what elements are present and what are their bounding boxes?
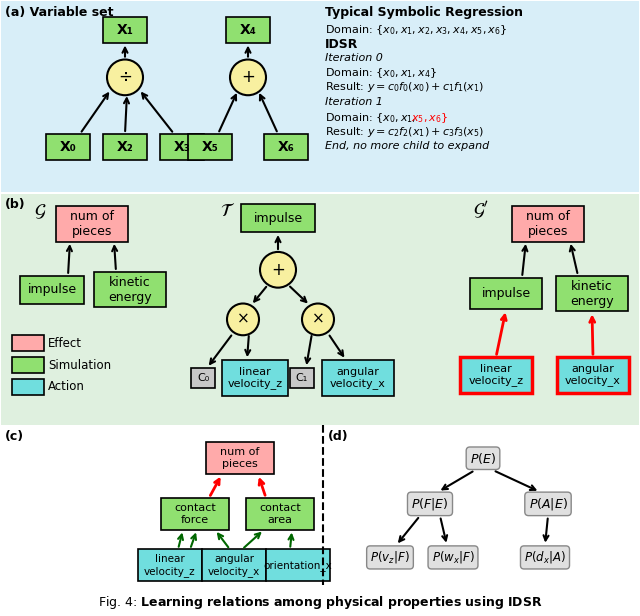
FancyBboxPatch shape — [206, 442, 274, 474]
Text: linear
velocity_z: linear velocity_z — [144, 554, 196, 577]
Text: X₂: X₂ — [116, 140, 133, 154]
FancyBboxPatch shape — [103, 134, 147, 160]
Text: num of
pieces: num of pieces — [526, 210, 570, 238]
Text: +: + — [271, 261, 285, 279]
FancyBboxPatch shape — [222, 360, 288, 395]
Text: X₄: X₄ — [239, 23, 257, 37]
FancyBboxPatch shape — [188, 134, 232, 160]
Text: ×: × — [237, 312, 250, 327]
FancyBboxPatch shape — [191, 368, 215, 388]
FancyBboxPatch shape — [470, 278, 542, 309]
Text: C₀: C₀ — [197, 373, 209, 383]
Text: $x_5, x_6\}$: $x_5, x_6\}$ — [411, 111, 449, 125]
Text: Iteration 1: Iteration 1 — [325, 97, 383, 107]
Text: Result: $y = c_2 f_2(x_1) + c_3 f_3(x_5)$: Result: $y = c_2 f_2(x_1) + c_3 f_3(x_5)… — [325, 125, 484, 139]
Circle shape — [260, 252, 296, 288]
Text: impulse: impulse — [253, 212, 303, 225]
FancyBboxPatch shape — [202, 549, 266, 582]
FancyBboxPatch shape — [138, 549, 202, 582]
FancyBboxPatch shape — [226, 17, 270, 43]
FancyBboxPatch shape — [20, 276, 84, 304]
Text: (d): (d) — [328, 431, 349, 444]
Text: $P(v_z|F)$: $P(v_z|F)$ — [370, 549, 410, 565]
Text: linear
velocity_z: linear velocity_z — [468, 363, 524, 386]
Text: angular
velocity_x: angular velocity_x — [565, 363, 621, 386]
FancyBboxPatch shape — [290, 368, 314, 388]
Text: kinetic
energy: kinetic energy — [108, 275, 152, 304]
FancyBboxPatch shape — [103, 17, 147, 43]
FancyBboxPatch shape — [246, 498, 314, 530]
FancyBboxPatch shape — [161, 498, 229, 530]
Text: angular
velocity_x: angular velocity_x — [208, 554, 260, 577]
Text: Fig. 4: $\mathbf{Learning\ relations\ among\ physical\ properties\ using\ IDSR}$: Fig. 4: $\mathbf{Learning\ relations\ am… — [98, 594, 542, 611]
Text: impulse: impulse — [28, 283, 77, 296]
FancyBboxPatch shape — [557, 357, 629, 393]
FancyBboxPatch shape — [1, 1, 639, 192]
Text: +: + — [241, 68, 255, 86]
Circle shape — [227, 304, 259, 335]
Text: Domain: $\{x_0, x_1, x_2, x_3, x_4, x_5, x_6\}$: Domain: $\{x_0, x_1, x_2, x_3, x_4, x_5,… — [325, 23, 508, 36]
Text: Domain: $\{x_0, x_1,$: Domain: $\{x_0, x_1,$ — [325, 111, 416, 125]
Text: orientation_x: orientation_x — [264, 560, 332, 571]
Text: X₆: X₆ — [278, 140, 294, 154]
Text: Result: $y = c_0 f_0(x_0) + c_1 f_1(x_1)$: Result: $y = c_0 f_0(x_0) + c_1 f_1(x_1)… — [325, 80, 484, 94]
Text: Effect: Effect — [48, 337, 82, 350]
Text: $P(E)$: $P(E)$ — [470, 451, 496, 466]
Text: X₃: X₃ — [173, 140, 190, 154]
Text: End, no more child to expand: End, no more child to expand — [325, 141, 489, 151]
Circle shape — [302, 304, 334, 335]
Text: $P(w_x|F)$: $P(w_x|F)$ — [431, 549, 474, 565]
Text: (c): (c) — [5, 431, 24, 444]
Text: Simulation: Simulation — [48, 359, 111, 371]
Text: ×: × — [312, 312, 324, 327]
Text: impulse: impulse — [481, 287, 531, 300]
FancyBboxPatch shape — [322, 360, 394, 395]
Circle shape — [230, 60, 266, 95]
FancyBboxPatch shape — [12, 357, 44, 373]
FancyBboxPatch shape — [94, 272, 166, 307]
Text: num of
pieces: num of pieces — [220, 447, 260, 469]
FancyBboxPatch shape — [556, 276, 628, 312]
Text: linear
velocity_z: linear velocity_z — [227, 367, 283, 389]
Text: kinetic
energy: kinetic energy — [570, 280, 614, 307]
FancyBboxPatch shape — [1, 426, 639, 585]
Text: X₀: X₀ — [60, 140, 76, 154]
Text: ÷: ÷ — [118, 68, 132, 86]
Text: angular
velocity_x: angular velocity_x — [330, 367, 386, 389]
FancyBboxPatch shape — [264, 134, 308, 160]
Text: Domain: $\{x_0, x_1, x_4\}$: Domain: $\{x_0, x_1, x_4\}$ — [325, 67, 437, 80]
FancyBboxPatch shape — [512, 206, 584, 242]
Text: $P(F|E)$: $P(F|E)$ — [412, 496, 449, 512]
Text: $\mathcal{G}$: $\mathcal{G}$ — [34, 202, 47, 221]
FancyBboxPatch shape — [46, 134, 90, 160]
Text: C₁: C₁ — [296, 373, 308, 383]
Text: contact
force: contact force — [174, 503, 216, 525]
Circle shape — [107, 60, 143, 95]
FancyBboxPatch shape — [241, 205, 315, 232]
Text: (a) Variable set: (a) Variable set — [5, 6, 113, 19]
Text: X₁: X₁ — [116, 23, 133, 37]
Text: num of
pieces: num of pieces — [70, 210, 114, 238]
FancyBboxPatch shape — [160, 134, 204, 160]
Text: Typical Symbolic Regression: Typical Symbolic Regression — [325, 6, 523, 19]
FancyBboxPatch shape — [1, 195, 639, 424]
FancyBboxPatch shape — [266, 549, 330, 582]
FancyBboxPatch shape — [460, 357, 532, 393]
Text: contact
area: contact area — [259, 503, 301, 525]
FancyBboxPatch shape — [12, 379, 44, 395]
Text: $P(A|E)$: $P(A|E)$ — [529, 496, 568, 512]
Text: X₅: X₅ — [202, 140, 218, 154]
FancyBboxPatch shape — [12, 335, 44, 351]
Text: $\mathcal{G}'$: $\mathcal{G}'$ — [473, 200, 489, 221]
Text: (b): (b) — [5, 198, 26, 211]
Text: $\mathcal{T}$: $\mathcal{T}$ — [220, 202, 235, 221]
Text: Iteration 0: Iteration 0 — [325, 52, 383, 63]
Text: Action: Action — [48, 380, 85, 394]
FancyBboxPatch shape — [56, 206, 128, 242]
Text: IDSR: IDSR — [325, 38, 358, 51]
Text: $P(d_x|A)$: $P(d_x|A)$ — [524, 549, 566, 565]
